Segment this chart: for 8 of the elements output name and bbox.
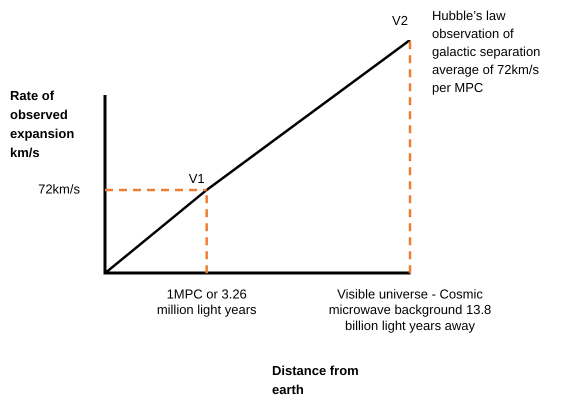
x-axis-title: Distance from earth [272,363,359,398]
annotation: V1 [188,171,205,186]
y-axis-title: Rate of observed expansion km/s [10,88,74,160]
x-tick-label: 1MPC or 3.26 million light years [156,286,258,318]
x-tick-label: Visible universe - Cosmic microwave background 13.8 billion light years away [328,286,492,333]
annotation: V2 [392,13,408,28]
text: Hubble’s law observation of galactic separation average of 72km/s per MPC [432,8,540,96]
ref-line-label: 72km/s [38,182,80,197]
